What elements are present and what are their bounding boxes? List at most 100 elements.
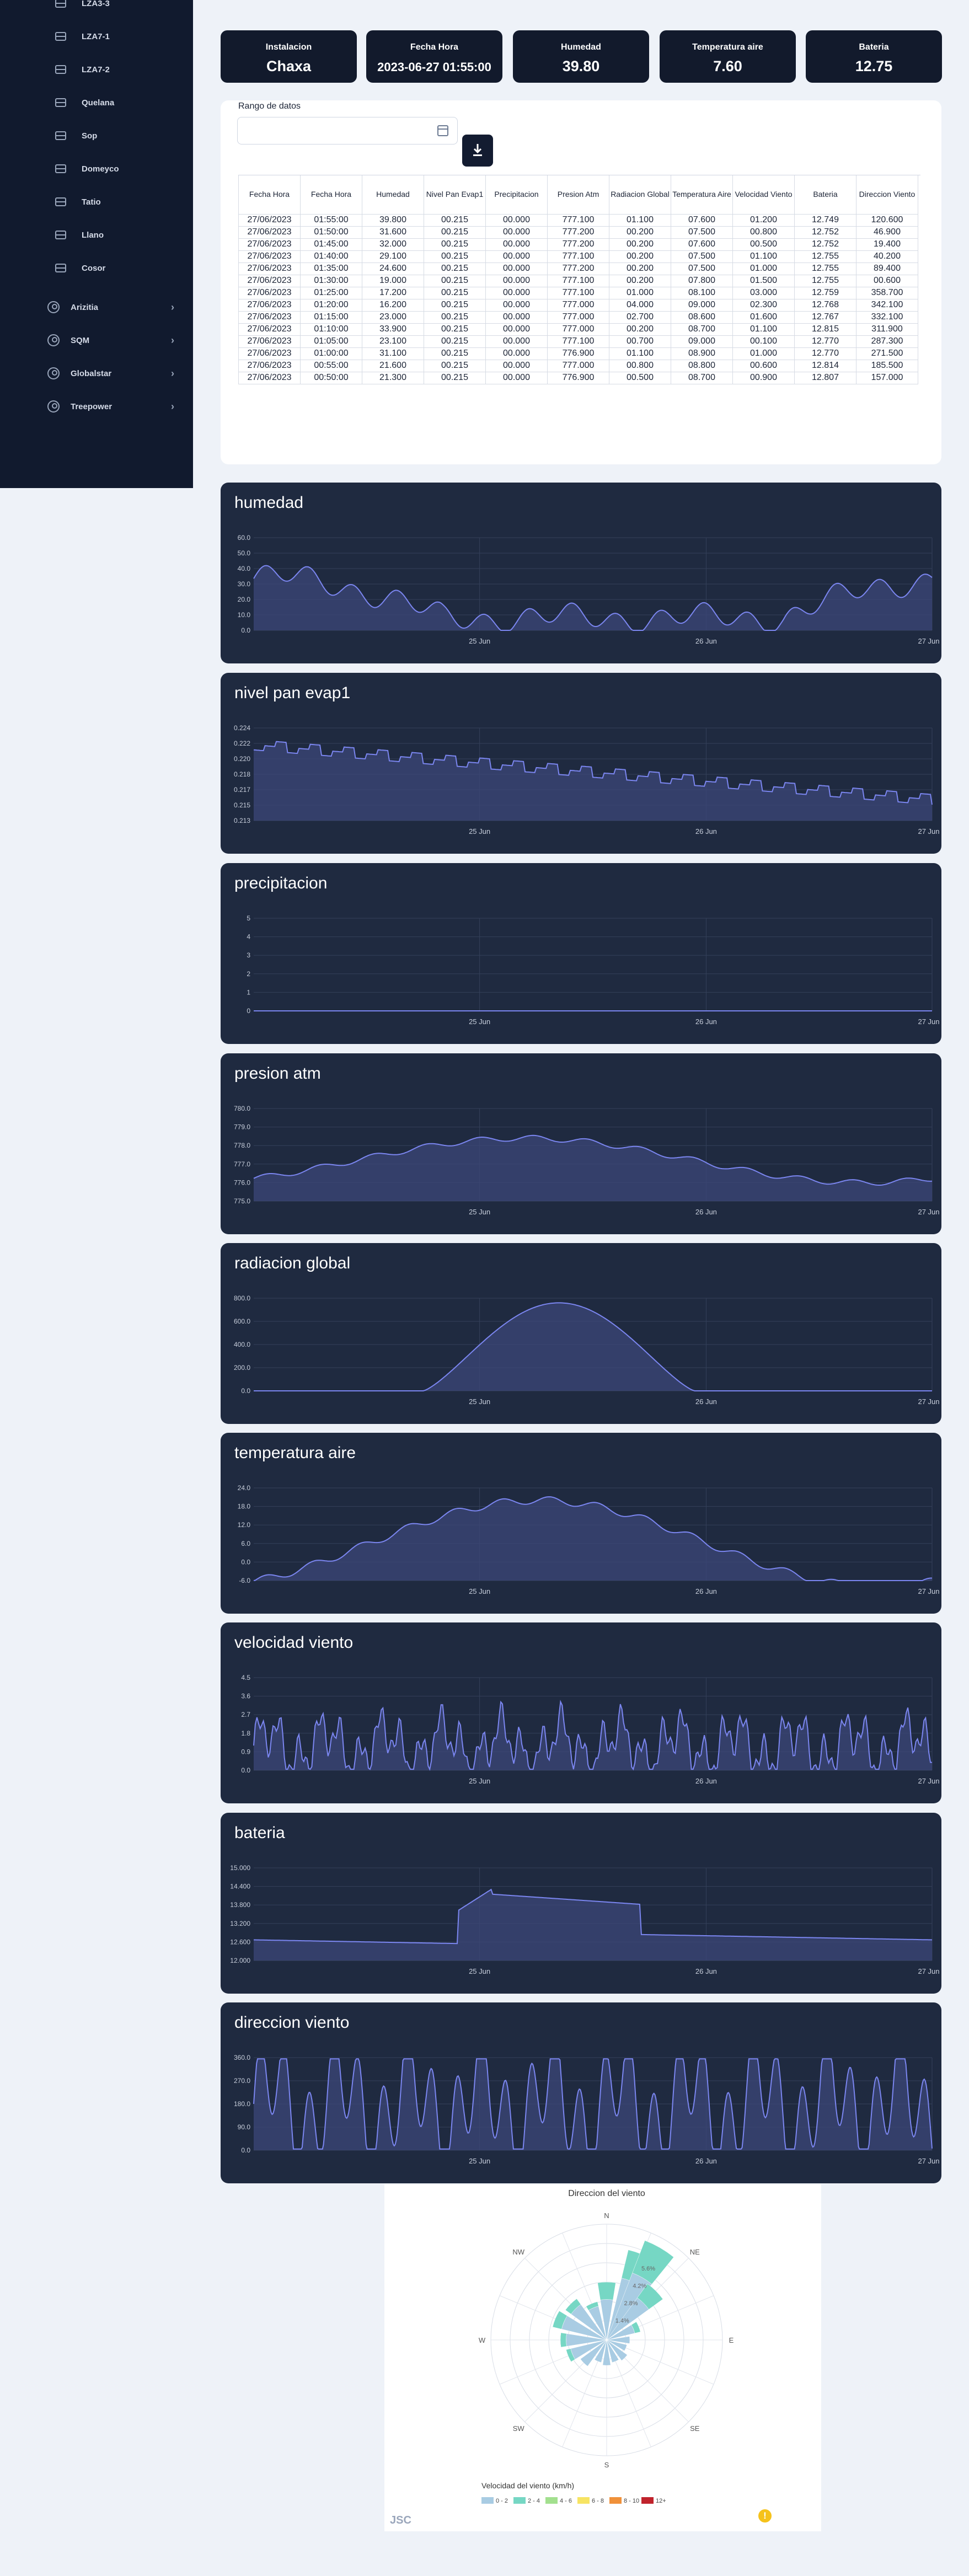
table-cell: 01:30:00	[300, 275, 362, 287]
chart-title: direccion viento	[234, 2013, 350, 2032]
table-header[interactable]: Humedad	[362, 175, 424, 215]
table-header[interactable]: Nivel Pan Evap1	[424, 175, 486, 215]
chevron-right-icon: ›	[171, 301, 174, 313]
sidebar-item-lza7-2[interactable]: LZA7-2	[55, 58, 110, 81]
table-cell: 09.000	[671, 335, 733, 348]
y-tick-label: 0.0	[241, 1766, 250, 1774]
sidebar-item-domeyco[interactable]: Domeyco	[55, 158, 119, 180]
x-tick-label: 25 Jun	[469, 1587, 490, 1595]
legend-label[interactable]: 6 - 8	[592, 2498, 604, 2504]
table-cell: 00:50:00	[300, 372, 362, 384]
legend-swatch[interactable]	[513, 2497, 526, 2504]
y-tick-label: 0.218	[234, 770, 250, 778]
user-icon	[47, 400, 60, 413]
download-button[interactable]	[462, 135, 493, 167]
user-icon	[47, 301, 60, 313]
series-line	[253, 1134, 933, 1186]
sidebar-group-sqm[interactable]: SQM ›	[47, 329, 174, 351]
table-cell: 185.500	[856, 360, 918, 372]
chart-nivel-pan-evap1: nivel pan evap1 0.213 0.215 0.217 0.218 0.220…	[221, 673, 941, 854]
x-tick-label: 27 Jun	[918, 1017, 939, 1026]
table-cell: 00.000	[485, 299, 548, 312]
legend-swatch[interactable]	[481, 2497, 494, 2504]
table-cell: 08.700	[671, 372, 733, 384]
legend-swatch[interactable]	[641, 2497, 654, 2504]
series-area	[254, 741, 932, 821]
legend-swatch[interactable]	[609, 2497, 622, 2504]
download-icon	[473, 144, 482, 156]
table-header[interactable]: Bateria	[794, 175, 856, 215]
table-header[interactable]: Velocidad Viento	[732, 175, 795, 215]
rose-direction-label: NW	[512, 2248, 524, 2256]
table-header[interactable]: Presion Atm	[547, 175, 609, 215]
sidebar-item-tatio[interactable]: Tatio	[55, 191, 101, 213]
table-cell: 00.215	[424, 275, 486, 287]
table-cell: 02.700	[609, 311, 671, 324]
table-cell: 23.000	[362, 311, 424, 324]
table-header[interactable]: Precipitacion	[485, 175, 548, 215]
rose-petal	[586, 2301, 599, 2311]
rose-petal	[606, 2339, 628, 2352]
sidebar-group-arizitia[interactable]: Arizitia ›	[47, 296, 174, 318]
rose-title: Direccion del viento	[568, 2189, 645, 2198]
x-tick-label: 27 Jun	[918, 1587, 939, 1595]
card-value: 7.60	[713, 58, 742, 74]
series-line	[253, 1700, 933, 1771]
y-tick-label: 13.200	[230, 1920, 250, 1927]
legend-label[interactable]: 0 - 2	[496, 2498, 508, 2504]
legend-label[interactable]: 12+	[656, 2498, 666, 2504]
sidebar-group-treepower[interactable]: Treepower ›	[47, 395, 174, 417]
server-icon	[55, 32, 66, 41]
y-tick-label: 270.0	[234, 2077, 250, 2085]
chart-plot: 0.0 90.0 180.0 270.0 360.0 25 Jun 26 Jun 27 Jun	[234, 2054, 940, 2165]
calendar-icon[interactable]	[437, 125, 448, 136]
rose-petal	[594, 2339, 607, 2363]
rose-ring-label: 5.6%	[641, 2266, 655, 2272]
wind-rose-chart: Direccion del viento N NE E SE S SW W NW 1.4% 2.8%…	[479, 2189, 734, 2504]
sidebar: LZA3-3 LZA7-1 LZA7-2 Quelana Sop Domeyco Tatio…	[0, 0, 193, 488]
table-cell: 12.767	[794, 311, 856, 324]
table-cell: 19.400	[856, 238, 918, 251]
warning-icon[interactable]: !	[758, 2509, 772, 2523]
legend-label[interactable]: 4 - 6	[560, 2498, 572, 2504]
y-tick-label: 24.0	[238, 1484, 251, 1492]
legend-title: Velocidad del viento (km/h)	[481, 2481, 574, 2490]
sidebar-item-label: Domeyco	[82, 164, 119, 174]
table-header[interactable]: Fecha Hora	[300, 175, 362, 215]
table-cell: 39.800	[362, 214, 424, 227]
sidebar-item-label: LZA3-3	[82, 0, 110, 8]
table-cell: 00.000	[485, 360, 548, 372]
sidebar-item-lza7-1[interactable]: LZA7-1	[55, 25, 110, 47]
sidebar-item-quelana[interactable]: Quelana	[55, 92, 114, 114]
sidebar-item-lza3-3[interactable]: LZA3-3	[55, 0, 110, 14]
rose-direction-label: SE	[690, 2424, 700, 2433]
table-header[interactable]: Fecha Hora	[238, 175, 301, 215]
series-area	[254, 1497, 932, 1581]
table-header[interactable]: Radiacion Global	[609, 175, 671, 215]
table-cell: 01.600	[732, 311, 795, 324]
table-header[interactable]: Direccion Viento	[856, 175, 918, 215]
table-cell: 07.500	[671, 263, 733, 275]
table-header[interactable]: Temperatura Aire	[671, 175, 733, 215]
legend-label[interactable]: 2 - 4	[528, 2498, 540, 2504]
table-cell: 12.752	[794, 226, 856, 239]
sidebar-group-globalstar[interactable]: Globalstar ›	[47, 362, 174, 384]
legend-swatch[interactable]	[577, 2497, 590, 2504]
date-range-input[interactable]	[237, 117, 458, 144]
table-cell: 00.200	[609, 263, 671, 275]
legend-swatch[interactable]	[545, 2497, 558, 2504]
table-cell: 00.000	[485, 323, 548, 336]
sidebar-item-sop[interactable]: Sop	[55, 125, 97, 147]
table-cell: 120.600	[856, 214, 918, 227]
sidebar-item-llano[interactable]: Llano	[55, 224, 104, 246]
y-tick-label: 50.0	[238, 549, 251, 557]
legend-label[interactable]: 8 - 10	[624, 2498, 639, 2504]
table-row: 27/06/2023 00:50:00 21.300 00.215 00.000 776.…	[238, 372, 918, 384]
table-cell: 777.100	[547, 250, 609, 263]
card-humedad: Humedad 39.80	[513, 30, 649, 83]
table-cell: 00.215	[424, 311, 486, 324]
sidebar-item-cosor[interactable]: Cosor	[55, 257, 105, 279]
table-cell: 27/06/2023	[238, 323, 301, 336]
table-cell: 00.000	[485, 372, 548, 384]
y-tick-label: 776.0	[234, 1179, 250, 1186]
